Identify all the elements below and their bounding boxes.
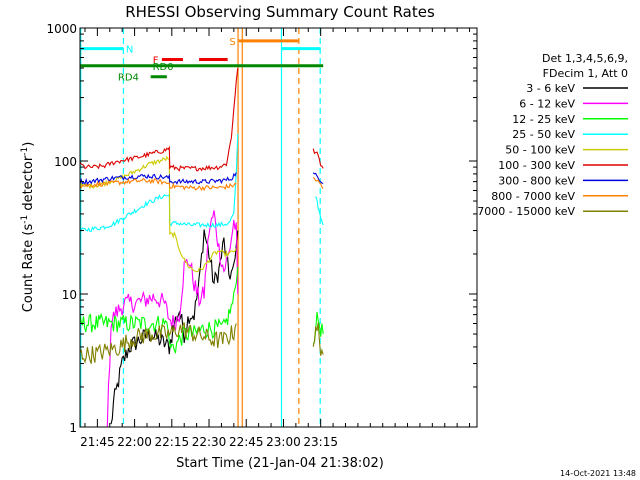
flag-label: F <box>153 55 159 66</box>
flag-label: RD4 <box>118 73 139 84</box>
x-tick-label: 21:45 <box>80 435 115 449</box>
y-axis-label-main: Count Rate (s <box>21 224 36 313</box>
x-axis: 21:45 22:00 22:15 22:30 22:45 23:00 23:15 <box>80 28 471 449</box>
series-line <box>79 172 237 186</box>
footer-date: 14-Oct-2021 13:48 <box>560 469 636 478</box>
x-tick-label: 22:30 <box>192 435 227 449</box>
y-tick-label: 10 <box>62 288 77 302</box>
plot-area <box>79 28 324 428</box>
legend-label: 800 - 7000 keV <box>491 190 575 203</box>
y-axis: 1 10 100 1000 <box>46 22 477 435</box>
y-tick-label: 100 <box>54 155 77 169</box>
series-line <box>315 196 324 226</box>
y-tick-label: 1000 <box>46 22 77 36</box>
x-tick-label: 22:45 <box>229 435 264 449</box>
x-tick-label: 22:00 <box>117 435 152 449</box>
series-line <box>79 67 239 172</box>
series-line <box>79 322 237 364</box>
legend-header-line-1: Det 1,3,4,5,6,9, <box>542 52 628 65</box>
series-line <box>106 210 239 428</box>
plot-frame <box>79 27 478 428</box>
y-axis-label-exp2: -1 <box>20 147 30 156</box>
flag-label: N <box>126 45 133 56</box>
series-line <box>79 266 239 355</box>
legend-label: 3 - 6 keV <box>526 82 575 95</box>
y-tick-label: 1 <box>69 421 77 435</box>
y-axis-label-exp1: -1 <box>20 215 30 224</box>
flag-label: S <box>229 37 235 48</box>
series-line <box>79 155 237 273</box>
series-line <box>79 133 239 232</box>
x-axis-label: Start Time (21-Jan-04 21:38:02) <box>176 456 384 471</box>
flag-label: RD0 <box>153 62 174 73</box>
y-axis-label-mid: detector <box>21 155 36 215</box>
series-line <box>79 177 237 192</box>
x-tick-label: 22:15 <box>155 435 190 449</box>
y-axis-label-end: ) <box>21 142 36 147</box>
legend-label: 100 - 300 keV <box>498 159 575 172</box>
chart-title: RHESSI Observing Summary Count Rates <box>125 3 435 21</box>
series-line <box>312 172 324 184</box>
legend-label: 300 - 800 keV <box>498 174 575 187</box>
series-line <box>312 176 324 189</box>
legend: Det 1,3,4,5,6,9, FDecim 1, Att 0 3 - 6 k… <box>477 52 628 218</box>
x-tick-label: 23:15 <box>303 435 338 449</box>
legend-label: 12 - 25 keV <box>512 113 575 126</box>
legend-header-line-2: FDecim 1, Att 0 <box>543 67 628 80</box>
y-axis-label: Count Rate (s-1 detector-1) <box>20 142 36 313</box>
legend-label: 6 - 12 keV <box>519 97 575 110</box>
legend-label: 25 - 50 keV <box>512 128 575 141</box>
legend-label: 7000 - 15000 keV <box>477 205 575 218</box>
x-tick-label: 23:00 <box>266 435 301 449</box>
series-line <box>312 148 324 169</box>
series-line <box>312 322 324 356</box>
legend-label: 50 - 100 keV <box>505 144 575 157</box>
